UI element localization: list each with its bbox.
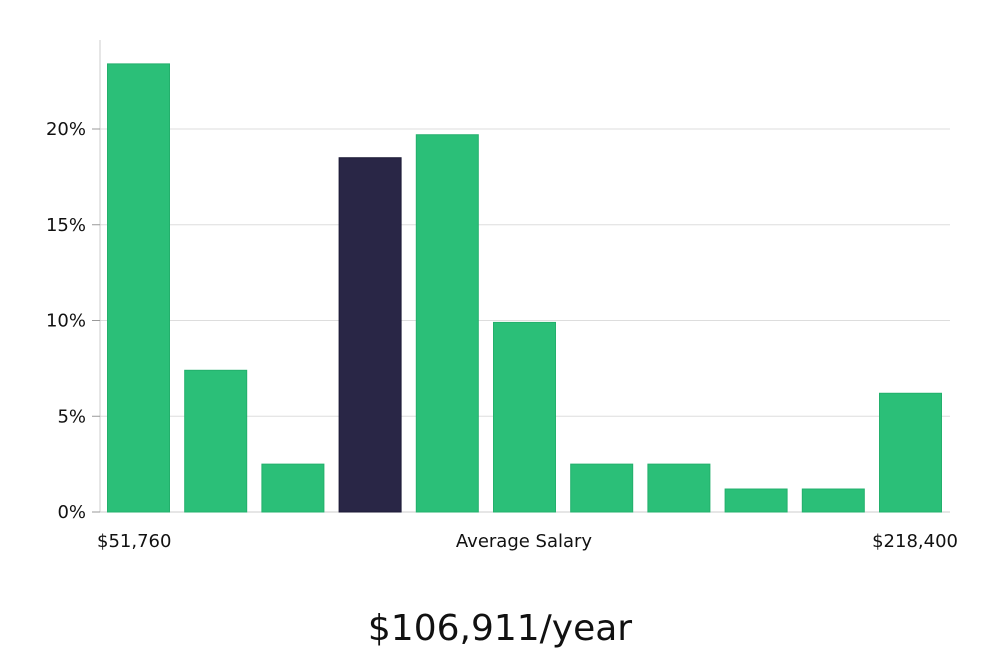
x-max-label: $218,400 [872,531,958,552]
y-axis-ticks: 0% 5% 10% 15% 20% [46,119,100,523]
bars [107,63,942,513]
average-salary-value: $106,911/year [367,608,633,649]
bar [184,369,248,513]
bar [107,63,170,513]
bar [647,463,711,513]
bar [570,463,634,513]
bar [415,134,479,513]
x-min-label: $51,760 [97,531,171,552]
bar-highlighted [338,157,402,513]
bar [261,463,325,513]
bar [493,321,556,513]
y-tick-label: 10% [46,311,86,332]
bar [724,488,788,513]
salary-histogram: 0% 5% 10% 15% 20% $51,760 Average Salary $21… [46,40,958,552]
bar [801,488,865,513]
y-tick-label: 5% [57,406,86,427]
y-tick-label: 0% [57,502,86,523]
y-tick-label: 20% [46,119,86,140]
bar [879,392,942,513]
y-tick-label: 15% [46,215,86,236]
x-axis-label: Average Salary [456,531,593,552]
